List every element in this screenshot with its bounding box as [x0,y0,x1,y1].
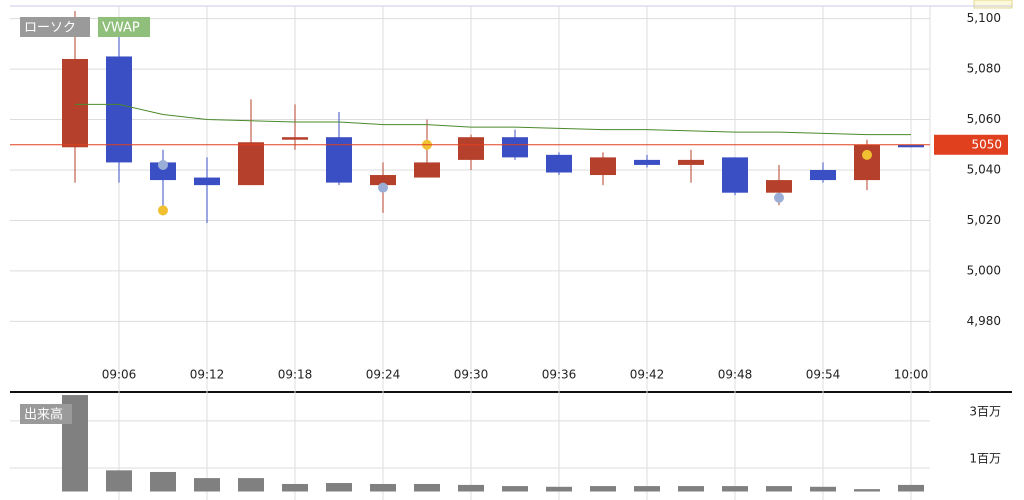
x-tick-label: 09:54 [806,368,841,382]
volume-bar [502,486,528,492]
candle-body [458,137,484,160]
candle-body [326,137,352,183]
volume-bar [678,486,704,492]
candle-body [62,58,88,148]
legend-box [20,17,90,37]
last-price-box [934,134,1008,155]
y-tick-label: 4,980 [967,314,1001,328]
volume-bar [898,484,924,492]
y-tick-label: 5,060 [967,112,1001,126]
corner-box [973,0,1013,9]
volume-bar [810,486,836,492]
vwap-line [75,103,911,136]
volume-bar [546,486,572,492]
x-tick-label: 09:12 [190,368,225,382]
volume-bar [282,483,308,492]
y-tick-label: 5,020 [967,213,1001,227]
signal-dot [862,149,872,160]
volume-bar [150,471,176,492]
candle-body [502,137,528,158]
candle-body [634,159,660,165]
x-tick-label: 09:48 [718,368,753,382]
volume-title-box [20,404,72,424]
candle-body [282,137,308,140]
x-tick-label: 09:36 [542,368,577,382]
y-tick-label: 5,000 [967,263,1001,277]
candle-body [414,162,440,178]
signal-dot [158,159,168,170]
x-tick-label: 09:06 [102,368,137,382]
legend-box [98,17,150,37]
y-tick-label: 3百万 [969,404,1001,418]
candle-body [810,169,836,181]
volume-bar [414,483,440,492]
x-tick-label: 10:00 [894,368,929,382]
legend-vwap: VWAP [102,21,140,36]
volume-bar [370,483,396,492]
y-tick-label: 1百万 [969,451,1001,465]
candle-body [238,142,264,186]
volume-bar [238,478,264,492]
volume-bar [766,486,792,492]
signal-dot [158,205,168,216]
candle-body [766,180,792,193]
candle-body [898,144,924,148]
y-tick-label: 5,100 [967,11,1001,25]
candle-body [722,157,748,193]
x-tick-label: 09:24 [366,368,401,382]
volume-bar [634,486,660,492]
volume-bar [106,470,132,492]
volume-bar [722,486,748,492]
candle-body [370,175,396,186]
volume-bar [326,483,352,492]
legend-candle: ローソク [24,21,76,36]
volume-title: 出来高 [24,407,63,423]
signal-dot [774,192,784,203]
volume-bar [194,478,220,492]
candle-body [678,159,704,165]
candle-body [194,177,220,186]
x-tick-label: 09:18 [278,368,313,382]
volume-bar [590,486,616,492]
x-tick-label: 09:30 [454,368,489,382]
last-price-label: 5050 [971,137,1002,151]
y-tick-label: 5,080 [967,62,1001,76]
candle-body [106,56,132,163]
volume-bar [854,489,880,492]
candle-body [150,162,176,181]
candle-body [590,157,616,176]
y-tick-label: 5,040 [967,162,1001,176]
candle-body [546,154,572,173]
volume-bar [458,484,484,492]
signal-dot [378,182,388,193]
x-tick-label: 09:42 [630,368,665,382]
